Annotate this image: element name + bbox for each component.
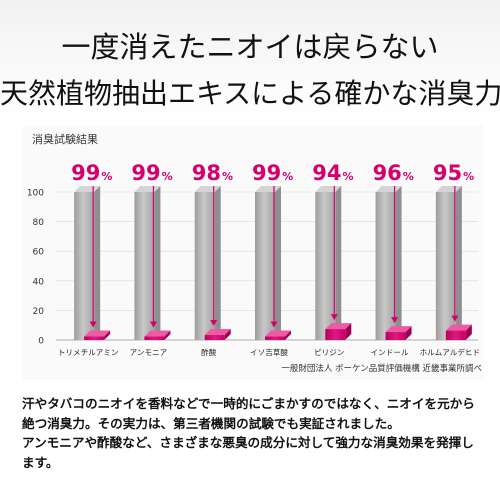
reduction-value: 99: [71, 161, 100, 185]
reduction-value: 98: [192, 161, 221, 185]
reduction-label: 95%: [433, 161, 474, 185]
reduction-unit: %: [101, 170, 112, 183]
residual-bar: [445, 330, 466, 340]
reduction-arrow-head: [330, 314, 338, 321]
residual-bar-top: [84, 330, 111, 337]
reduction-value: 99: [131, 161, 160, 185]
category-label: イソ吉草酸: [250, 347, 288, 357]
reduction-label: 99%: [131, 161, 172, 185]
residual-bar: [325, 329, 346, 340]
y-tick-label: 100: [27, 189, 44, 199]
residual-bar: [204, 335, 225, 340]
reduction-arrow-head: [89, 321, 97, 328]
header-background: [0, 0, 500, 120]
residual-bar-top: [265, 330, 291, 337]
residual-bar: [84, 336, 105, 340]
description-paragraph-2: アンモニアや酢酸など、さまざまな悪臭の成分に対して強力な消臭効果を発揮します。: [22, 435, 474, 470]
headline-line-1: 一度消えたニオイは戻らない: [61, 30, 439, 64]
reduction-arrow-head: [210, 320, 218, 327]
category-label: インドール: [371, 348, 409, 357]
description-text: 汗やタバコのニオイを香料などで一時的にごまかすのではなく、ニオイを元から絶つ消臭…: [22, 394, 484, 472]
reduction-label: 98%: [192, 161, 233, 185]
reduction-unit: %: [463, 170, 474, 183]
source-note: 一般財団法人 ボーケン品質評価機構 近畿事業所調べ: [281, 364, 482, 374]
reduction-value: 95: [433, 161, 462, 185]
initial-bar: [375, 192, 396, 340]
initial-bar-side: [335, 186, 342, 340]
reduction-label: 94%: [312, 161, 353, 185]
reduction-unit: %: [162, 170, 173, 183]
initial-bar-side: [395, 186, 402, 340]
residual-bar: [265, 336, 285, 340]
category-label: 酢酸: [201, 347, 217, 357]
reduction-arrow-head: [149, 321, 157, 328]
residual-bar-side: [164, 330, 171, 340]
initial-bar-side: [154, 186, 161, 340]
initial-bar: [134, 192, 155, 340]
reduction-value: 96: [373, 161, 402, 185]
y-tick-label: 60: [33, 248, 45, 258]
y-tick-label: 20: [33, 307, 45, 317]
residual-bar-side: [224, 329, 231, 340]
residual-bar-top: [385, 326, 412, 333]
reduction-arrow-head: [270, 321, 278, 328]
reduction-unit: %: [403, 170, 414, 183]
residual-bar-side: [345, 323, 352, 340]
y-tick-label: 0: [38, 337, 44, 347]
reduction-value: 94: [312, 161, 341, 185]
residual-bar-top: [144, 330, 171, 337]
residual-bar-side: [465, 324, 472, 340]
description-paragraph-1: 汗やタバコのニオイを香料などで一時的にごまかすのではなく、ニオイを元から絶つ消臭…: [22, 396, 475, 431]
initial-bar-side: [94, 186, 101, 340]
initial-bar: [435, 192, 456, 340]
initial-bar: [74, 192, 95, 340]
initial-bar: [315, 192, 336, 340]
category-label: ホルムアルデヒド: [420, 347, 481, 357]
category-label: アンモニア: [130, 348, 168, 357]
category-label: トリメチルアミン: [58, 348, 119, 357]
residual-bar: [385, 332, 406, 340]
residual-bar-side: [405, 326, 412, 340]
initial-bar: [255, 192, 275, 340]
y-tick-label: 80: [33, 218, 45, 228]
reduction-label: 96%: [373, 161, 414, 185]
headline-line-2: 天然植物抽出エキスによる確かな消臭力: [0, 77, 500, 110]
category-label: ピリジン: [314, 348, 344, 357]
initial-bar-side: [455, 186, 462, 340]
residual-bar-side: [285, 330, 291, 340]
residual-bar-top: [204, 329, 231, 336]
reduction-arrow-head: [391, 317, 399, 324]
reduction-arrow-head: [451, 315, 459, 322]
residual-bar-top: [445, 324, 472, 331]
residual-bar-side: [104, 330, 111, 340]
chart-title: 消臭試験結果: [32, 133, 98, 146]
reduction-unit: %: [282, 170, 293, 183]
initial-bar-side: [275, 186, 281, 340]
reduction-unit: %: [222, 170, 233, 183]
residual-bar-top: [325, 323, 352, 330]
initial-bar-side: [214, 186, 221, 340]
reduction-value: 99: [252, 161, 281, 185]
reduction-label: 99%: [71, 161, 112, 185]
reduction-label: 99%: [252, 161, 293, 185]
y-tick-label: 40: [33, 277, 45, 287]
reduction-unit: %: [343, 170, 354, 183]
residual-bar: [144, 336, 165, 340]
initial-bar: [194, 192, 215, 340]
